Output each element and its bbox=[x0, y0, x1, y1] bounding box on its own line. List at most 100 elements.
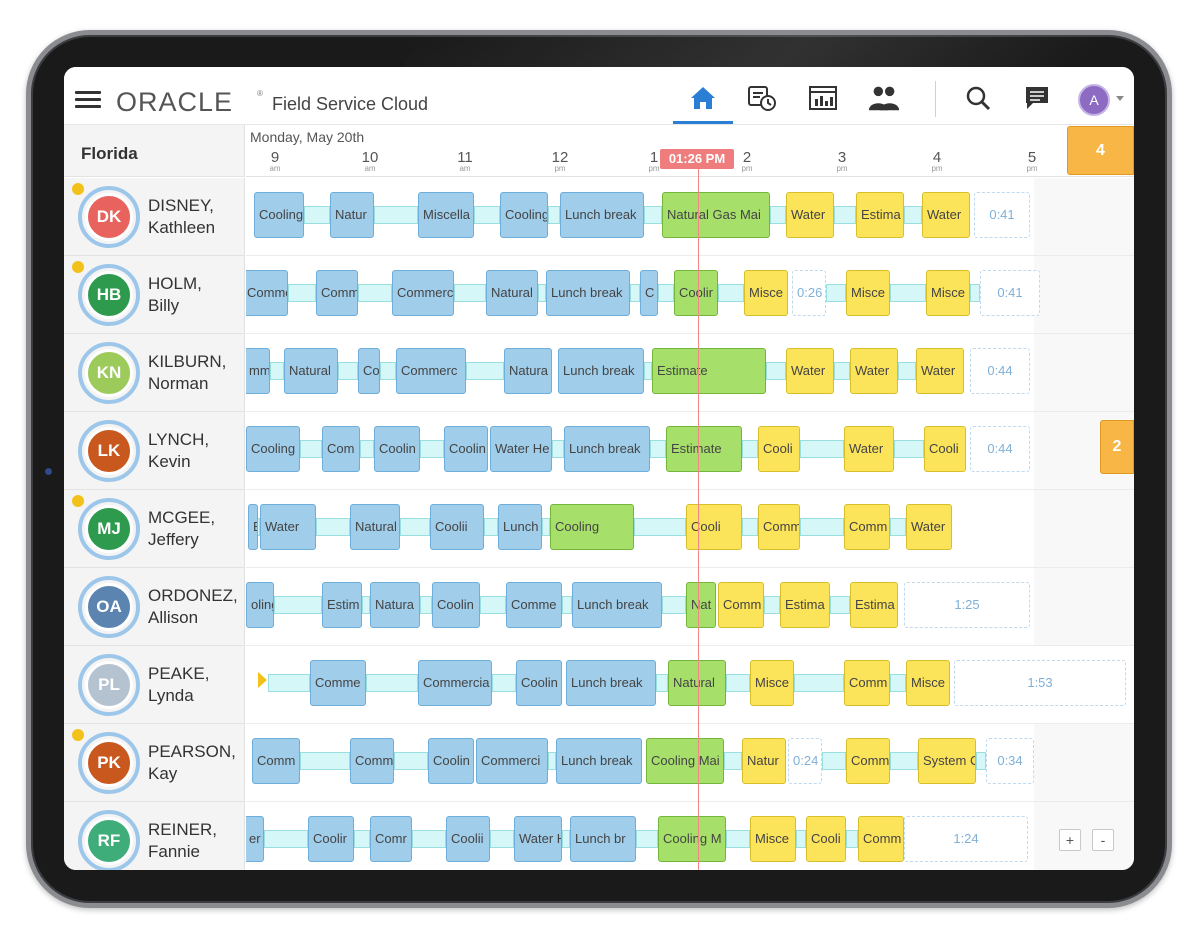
activity-block[interactable]: Miscella bbox=[418, 192, 474, 238]
activity-block[interactable]: Estima bbox=[856, 192, 904, 238]
activity-block[interactable]: Lunch break bbox=[498, 504, 542, 550]
activity-block[interactable]: Misce bbox=[744, 270, 788, 316]
dispatch-icon[interactable] bbox=[745, 83, 779, 113]
activity-block[interactable]: Coolin bbox=[516, 660, 562, 706]
activity-block[interactable]: Comm bbox=[846, 738, 890, 784]
activity-block[interactable]: Lunch break bbox=[572, 582, 662, 628]
technician-row[interactable]: OA ORDONEZ, Allison bbox=[64, 568, 245, 646]
activity-block[interactable]: Natural Gas Mai bbox=[662, 192, 770, 238]
activity-block[interactable]: Co bbox=[358, 348, 380, 394]
activity-block[interactable]: Natural bbox=[284, 348, 338, 394]
activity-block[interactable]: Lunch break bbox=[564, 426, 650, 472]
activity-block[interactable]: Natur bbox=[330, 192, 374, 238]
activity-block[interactable]: Nat bbox=[686, 582, 716, 628]
activity-block[interactable]: Water bbox=[786, 348, 834, 394]
free-time-slot[interactable]: 0:26 bbox=[792, 270, 826, 316]
activity-block[interactable]: Water H bbox=[514, 816, 562, 862]
free-time-slot[interactable]: 0:44 bbox=[970, 426, 1030, 472]
activity-block[interactable]: Comm bbox=[844, 504, 890, 550]
activity-block[interactable]: Coolin bbox=[444, 426, 488, 472]
activity-block[interactable]: Estima bbox=[850, 582, 898, 628]
activity-block[interactable]: Natural bbox=[668, 660, 726, 706]
activity-block[interactable]: Coolii bbox=[446, 816, 490, 862]
queue-count-badge[interactable]: 4 bbox=[1067, 126, 1134, 175]
activity-block[interactable]: Coolii bbox=[430, 504, 484, 550]
free-time-slot[interactable]: 1:53 bbox=[954, 660, 1126, 706]
activity-block[interactable]: Estima bbox=[780, 582, 830, 628]
activity-block[interactable]: Natural bbox=[350, 504, 400, 550]
dashboard-icon[interactable] bbox=[806, 83, 840, 113]
technician-row[interactable]: LK LYNCH, Kevin bbox=[64, 412, 245, 490]
activity-block[interactable]: Commerc bbox=[392, 270, 454, 316]
activity-block[interactable]: Estimate bbox=[666, 426, 742, 472]
activity-block[interactable]: Lunch break bbox=[566, 660, 656, 706]
zoom-in-button[interactable]: + bbox=[1059, 829, 1081, 851]
home-icon[interactable] bbox=[686, 83, 720, 113]
activity-block[interactable]: Commercia bbox=[418, 660, 492, 706]
activity-block[interactable]: Misce bbox=[750, 660, 794, 706]
lane-queue-badge[interactable]: 2 bbox=[1100, 420, 1134, 474]
technician-row[interactable]: RF REINER, Fannie bbox=[64, 802, 245, 870]
zoom-out-button[interactable]: - bbox=[1092, 829, 1114, 851]
activity-block[interactable]: Coolin bbox=[374, 426, 420, 472]
chat-icon[interactable] bbox=[1020, 83, 1054, 113]
activity-block[interactable]: Natural bbox=[486, 270, 538, 316]
activity-block[interactable]: Commer bbox=[246, 270, 288, 316]
activity-block[interactable]: C bbox=[640, 270, 658, 316]
activity-block[interactable]: Estim bbox=[322, 582, 362, 628]
activity-block[interactable]: Com bbox=[322, 426, 360, 472]
activity-block[interactable]: Comm bbox=[316, 270, 358, 316]
activity-block[interactable]: Misce bbox=[846, 270, 890, 316]
technician-row[interactable]: DK DISNEY, Kathleen bbox=[64, 178, 245, 256]
activity-block[interactable]: Estimat bbox=[248, 504, 258, 550]
free-time-slot[interactable]: 1:24 bbox=[904, 816, 1028, 862]
free-time-slot[interactable]: 0:41 bbox=[974, 192, 1030, 238]
technician-row[interactable]: MJ MCGEE, Jeffery bbox=[64, 490, 245, 568]
free-time-slot[interactable]: 0:44 bbox=[970, 348, 1030, 394]
activity-block[interactable]: Coolir bbox=[674, 270, 718, 316]
activity-block[interactable]: Lunch br bbox=[570, 816, 636, 862]
search-icon[interactable] bbox=[961, 83, 995, 113]
menu-icon[interactable] bbox=[75, 91, 101, 109]
activity-block[interactable]: Comm bbox=[844, 660, 890, 706]
activity-block[interactable]: Commerc bbox=[396, 348, 466, 394]
activity-block[interactable]: Water bbox=[844, 426, 894, 472]
activity-block[interactable]: Comm bbox=[758, 504, 800, 550]
activity-block[interactable]: Comme bbox=[310, 660, 366, 706]
activity-block[interactable]: Misce bbox=[926, 270, 970, 316]
activity-block[interactable]: Misce bbox=[750, 816, 796, 862]
activity-block[interactable]: Cooli bbox=[806, 816, 846, 862]
activity-block[interactable]: Water bbox=[916, 348, 964, 394]
activity-block[interactable]: Natur bbox=[742, 738, 786, 784]
activity-block[interactable]: Cooling bbox=[246, 426, 300, 472]
activity-block[interactable]: Coolin bbox=[428, 738, 474, 784]
activity-block[interactable]: Cooling bbox=[550, 504, 634, 550]
activity-block[interactable]: Comme bbox=[506, 582, 562, 628]
activity-block[interactable]: Natura bbox=[370, 582, 420, 628]
activity-block[interactable]: Cooling Mai bbox=[646, 738, 724, 784]
chevron-down-icon[interactable] bbox=[1116, 96, 1124, 101]
activity-block[interactable]: Water bbox=[906, 504, 952, 550]
user-avatar[interactable]: A bbox=[1078, 84, 1110, 116]
activity-block[interactable]: er H bbox=[246, 816, 264, 862]
activity-block[interactable]: Cooli bbox=[758, 426, 800, 472]
activity-block[interactable]: Comm bbox=[858, 816, 904, 862]
activity-block[interactable]: Natura bbox=[504, 348, 552, 394]
activity-block[interactable]: Cooli bbox=[686, 504, 742, 550]
activity-block[interactable]: Cooling bbox=[254, 192, 304, 238]
free-time-slot[interactable]: 0:34 bbox=[986, 738, 1034, 784]
activity-block[interactable]: System C bbox=[918, 738, 976, 784]
activity-block[interactable]: Coolin bbox=[432, 582, 480, 628]
activity-block[interactable]: Lunch break bbox=[546, 270, 630, 316]
activity-block[interactable]: Coolir bbox=[308, 816, 354, 862]
free-time-slot[interactable]: 0:24 bbox=[788, 738, 822, 784]
activity-block[interactable]: mm bbox=[246, 348, 270, 394]
activity-block[interactable]: Cooling bbox=[500, 192, 548, 238]
technician-row[interactable]: PL PEAKE, Lynda bbox=[64, 646, 245, 724]
activity-block[interactable]: Lunch break bbox=[556, 738, 642, 784]
activity-block[interactable]: Water bbox=[922, 192, 970, 238]
technician-row[interactable]: PK PEARSON, Kay bbox=[64, 724, 245, 802]
activity-block[interactable]: Misce bbox=[906, 660, 950, 706]
free-time-slot[interactable]: 1:25 bbox=[904, 582, 1030, 628]
activity-block[interactable]: Water bbox=[786, 192, 834, 238]
